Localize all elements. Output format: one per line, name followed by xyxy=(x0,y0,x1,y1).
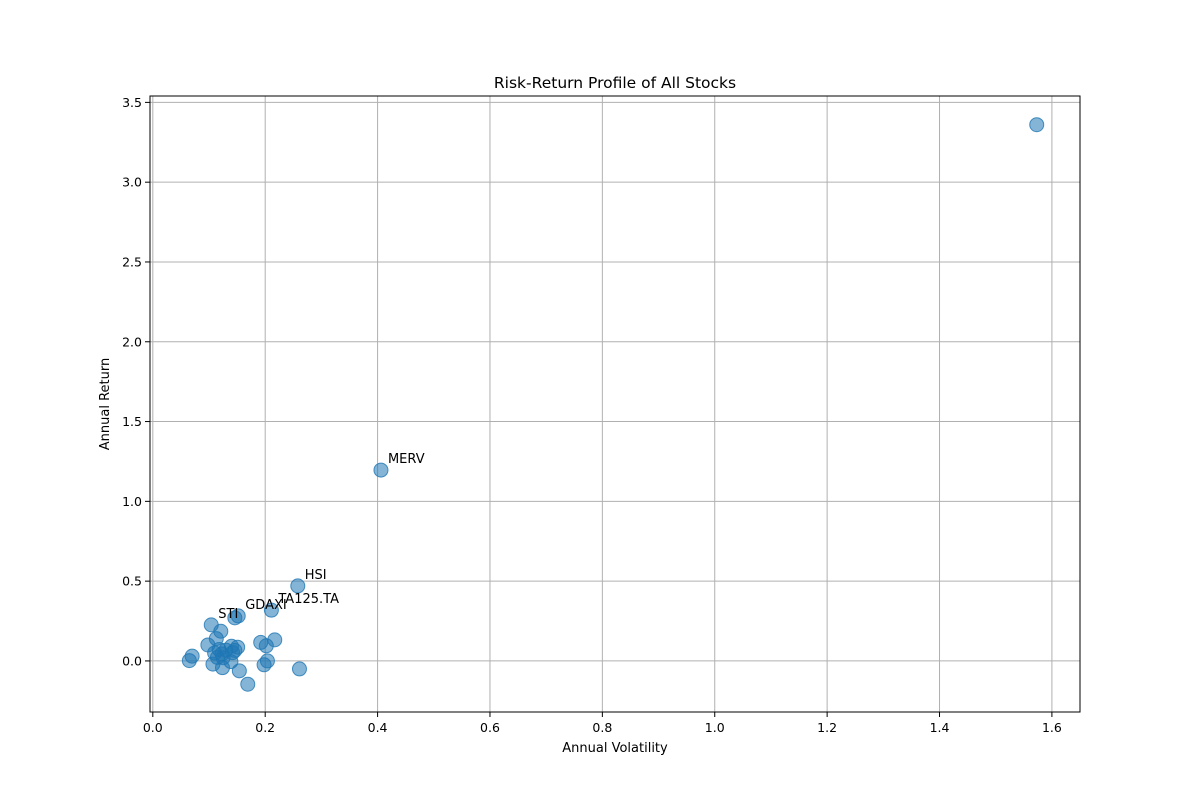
data-point xyxy=(263,602,279,618)
x-axis-label: Annual Volatility xyxy=(562,741,668,756)
x-tick-label: 0.0 xyxy=(143,720,163,735)
x-tick-label: 0.2 xyxy=(255,720,275,735)
data-point xyxy=(214,660,230,676)
y-tick-label: 1.5 xyxy=(122,414,142,429)
x-tick-label: 0.4 xyxy=(368,720,388,735)
data-points xyxy=(181,117,1045,692)
x-tick-label: 0.6 xyxy=(480,720,500,735)
y-tick-label: 0.5 xyxy=(122,574,142,589)
y-tick-label: 0.0 xyxy=(122,653,142,668)
x-tick-label: 1.0 xyxy=(705,720,725,735)
data-point xyxy=(258,638,274,654)
x-tick-label: 1.4 xyxy=(930,720,950,735)
x-tick-label: 0.8 xyxy=(592,720,612,735)
data-point xyxy=(256,657,272,673)
point-label: STI xyxy=(218,607,238,622)
data-point xyxy=(291,661,307,677)
x-axis-ticks: 0.0 0.2 0.4 0.6 0.8 1.0 1.2 1.4 1.6 xyxy=(143,712,1062,735)
chart-title: Risk-Return Profile of All Stocks xyxy=(494,74,736,92)
y-tick-label: 2.0 xyxy=(122,334,142,349)
y-tick-label: 3.5 xyxy=(122,95,142,110)
data-point xyxy=(290,578,306,594)
data-point xyxy=(373,462,389,478)
point-label: TA125.TA xyxy=(277,592,339,607)
plot-frame xyxy=(149,95,1081,713)
y-tick-label: 1.0 xyxy=(122,494,142,509)
x-tick-label: 1.2 xyxy=(817,720,837,735)
y-tick-label: 3.0 xyxy=(122,175,142,190)
data-point xyxy=(227,610,243,626)
data-point xyxy=(231,663,247,679)
y-tick-label: 2.5 xyxy=(122,254,142,269)
data-point xyxy=(181,653,197,669)
x-tick-label: 1.6 xyxy=(1042,720,1062,735)
data-point xyxy=(240,676,256,692)
grid-lines xyxy=(150,96,1080,712)
point-label: GDAXI xyxy=(245,598,287,613)
point-label: HSI xyxy=(305,568,327,583)
y-axis-ticks: 0.0 0.5 1.0 1.5 2.0 2.5 3.0 3.5 xyxy=(122,95,150,668)
y-axis-label: Annual Return xyxy=(98,358,113,450)
data-point xyxy=(1029,117,1045,133)
point-label: MERV xyxy=(388,452,425,467)
